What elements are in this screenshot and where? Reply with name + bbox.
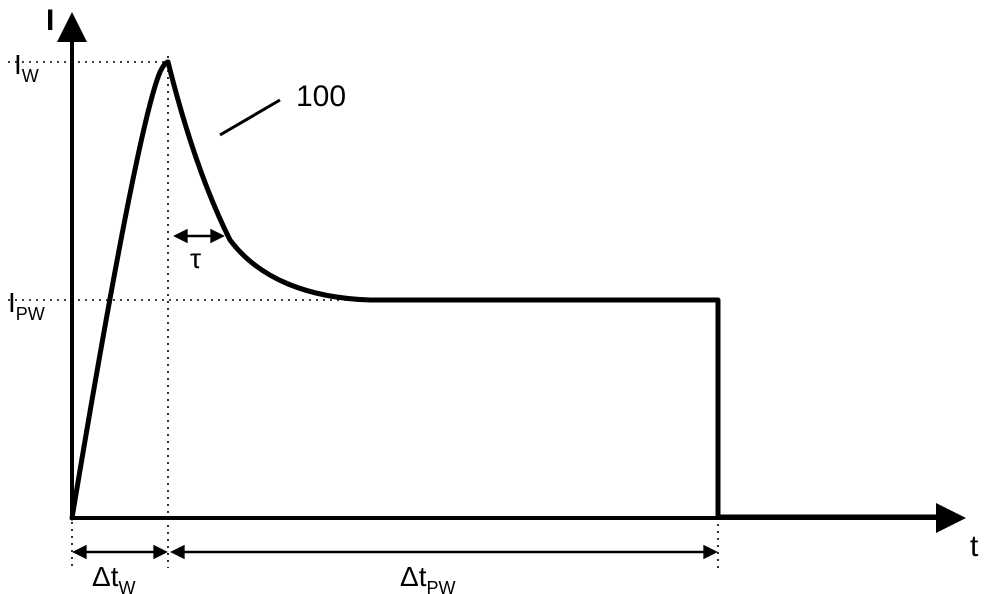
x-axis-label: t bbox=[970, 530, 979, 563]
tau-label: τ bbox=[190, 243, 201, 274]
iw-label: IW bbox=[14, 49, 39, 86]
current-pulse-chart: I t IW IPW τ 100 ΔtW ΔtPW bbox=[0, 0, 1000, 594]
curve-100 bbox=[72, 62, 958, 518]
dtw-label: ΔtW bbox=[92, 561, 135, 594]
y-axis-label: I bbox=[46, 4, 54, 37]
callout-leader bbox=[220, 100, 280, 135]
ipw-label: IPW bbox=[8, 287, 45, 324]
callout-100: 100 bbox=[296, 80, 346, 113]
dtpw-label: ΔtPW bbox=[400, 561, 455, 594]
